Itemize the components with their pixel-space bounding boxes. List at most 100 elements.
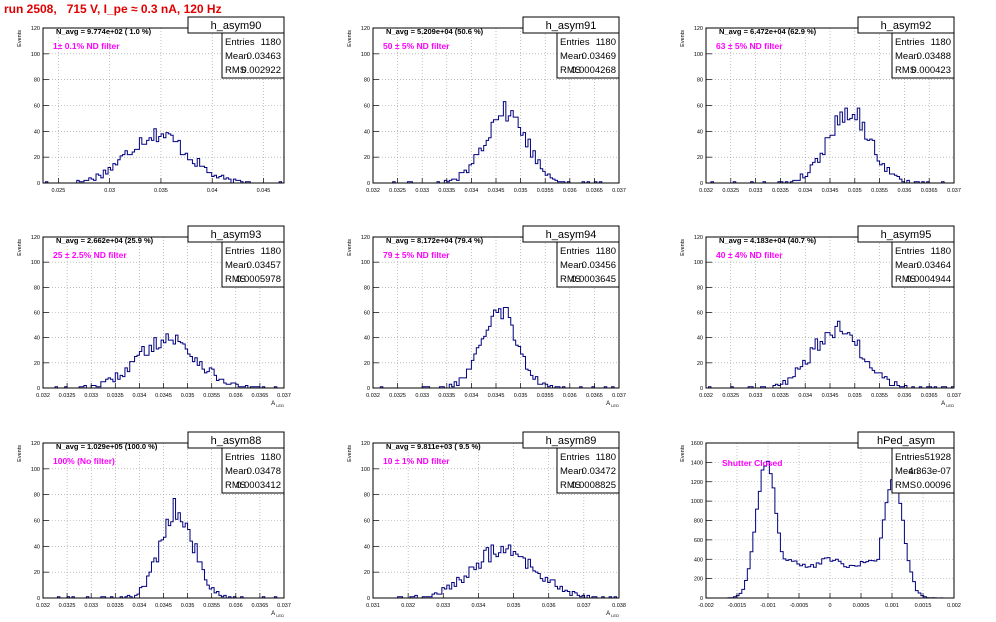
stats-value: 0.00096 — [917, 480, 951, 491]
x-tick-label: 0.036 — [563, 188, 577, 194]
y-tick-label: 20 — [697, 155, 703, 161]
y-tick-label: 40 — [364, 336, 370, 342]
x-tick-label: 0.04 — [207, 188, 218, 194]
stats-value: 1180 — [596, 37, 616, 48]
stats-box — [221, 32, 285, 79]
x-tick-label: 0.034 — [465, 188, 479, 194]
y-tick-label: 120 — [694, 26, 703, 32]
y-axis-label: Events — [17, 30, 23, 47]
y-tick-label: 100 — [361, 467, 370, 473]
x-tick-label: 0.034 — [465, 393, 479, 399]
stats-label: Entries — [560, 37, 590, 48]
x-tick-label: 0.032 — [699, 393, 713, 399]
x-tick-label: 0.0335 — [438, 393, 455, 399]
x-tick-label: 0.037 — [612, 393, 626, 399]
filter-label: 79 ± 5% ND filter — [383, 250, 450, 260]
x-tick-label: 0.002 — [947, 603, 961, 609]
x-axis-label: A LED — [271, 401, 284, 408]
x-tick-label: 0.033 — [415, 393, 429, 399]
x-tick-label: 0.0355 — [203, 393, 220, 399]
x-tick-label: 0.0325 — [389, 188, 406, 194]
x-axis-label: A LED — [606, 611, 619, 618]
histogram-pad-h_asym94: 0.032 0.0325 0.033 0.0335 0.034 0.0345 0.035 0.… — [347, 225, 626, 408]
stats-box — [891, 32, 955, 79]
y-tick-label: 20 — [364, 570, 370, 576]
x-tick-label: 0.033 — [749, 393, 763, 399]
x-axis-label: A LED — [606, 401, 619, 408]
y-tick-label: 0 — [37, 181, 40, 187]
x-tick-label: 0.037 — [277, 603, 291, 609]
x-tick-label: 0.035 — [514, 188, 528, 194]
x-tick-label: 0.03 — [104, 188, 115, 194]
y-tick-label: 120 — [694, 235, 703, 241]
stats-label: Entries — [560, 246, 590, 257]
stats-value: 0.0005978 — [236, 274, 281, 285]
x-tick-label: 0.036 — [229, 603, 243, 609]
stats-label: Entries — [225, 37, 255, 48]
histogram-series — [373, 544, 619, 599]
x-tick-label: 0.032 — [36, 603, 50, 609]
y-tick-label: 80 — [364, 78, 370, 84]
y-tick-label: 400 — [694, 557, 703, 563]
stats-label: Mean — [560, 466, 584, 477]
stats-value: 1180 — [931, 246, 951, 257]
histogram-pad-h_asym93: 0.032 0.0325 0.033 0.0335 0.034 0.0345 0.035 0.… — [17, 225, 291, 408]
histogram-title: h_asym88 — [211, 435, 262, 447]
stats-label: Entries — [895, 452, 925, 463]
x-tick-label: 0.0355 — [871, 393, 888, 399]
y-tick-label: 80 — [364, 285, 370, 291]
y-tick-label: 20 — [34, 361, 40, 367]
x-tick-label: 0.0015 — [915, 603, 932, 609]
x-tick-label: 0.035 — [181, 603, 195, 609]
y-tick-label: 60 — [364, 311, 370, 317]
x-tick-label: 0.034 — [798, 188, 812, 194]
y-tick-label: 1400 — [691, 460, 703, 466]
y-tick-label: 100 — [694, 52, 703, 58]
x-tick-label: 0.0335 — [772, 393, 789, 399]
y-tick-label: 0 — [700, 181, 703, 187]
x-tick-label: 0.0325 — [722, 393, 739, 399]
y-tick-label: 120 — [31, 235, 40, 241]
x-tick-label: 0.034 — [133, 603, 147, 609]
stats-value: 0.002922 — [241, 65, 281, 76]
x-tick-label: 0.0325 — [722, 188, 739, 194]
y-tick-label: 200 — [694, 577, 703, 583]
y-tick-label: 800 — [694, 519, 703, 525]
y-axis-label: Events — [680, 239, 686, 256]
x-tick-label: 0.034 — [133, 393, 147, 399]
y-tick-label: 40 — [34, 129, 40, 135]
x-tick-label: 0.036 — [898, 393, 912, 399]
annotation-label: Shutter Closed — [722, 458, 782, 468]
y-tick-label: 60 — [697, 104, 703, 110]
y-tick-label: 0 — [700, 386, 703, 392]
histogram-pad-h_asym92: 0.032 0.0325 0.033 0.0335 0.034 0.0345 0.035 0.… — [680, 16, 961, 194]
stats-value: 0.03472 — [582, 466, 616, 477]
y-axis-label: Events — [680, 30, 686, 47]
stats-label: RMS — [225, 274, 246, 285]
x-tick-label: 0.035 — [507, 603, 521, 609]
x-tick-label: 0.0335 — [107, 603, 124, 609]
stats-box — [556, 32, 620, 79]
x-tick-label: 0.036 — [229, 393, 243, 399]
stats-label: RMS — [895, 65, 916, 76]
stats-label: RMS — [225, 480, 246, 491]
x-tick-label: 0.033 — [415, 188, 429, 194]
stats-value: 0.03463 — [247, 51, 281, 62]
y-tick-label: 20 — [34, 155, 40, 161]
x-tick-label: 0.0345 — [155, 603, 172, 609]
histogram-title: h_asym90 — [211, 20, 262, 32]
y-tick-label: 1600 — [691, 441, 703, 447]
y-tick-label: 60 — [364, 519, 370, 525]
stats-value: 1180 — [596, 246, 616, 257]
y-tick-label: 60 — [34, 104, 40, 110]
filter-label: 100% (No filter) — [53, 456, 115, 466]
y-axis-label: Events — [347, 445, 353, 462]
y-tick-label: 600 — [694, 538, 703, 544]
y-tick-label: 0 — [367, 181, 370, 187]
grid-lines — [42, 442, 285, 599]
filter-label: 40 ± 4% ND filter — [716, 250, 783, 260]
y-tick-label: 1200 — [691, 480, 703, 486]
x-tick-label: -0.0005 — [790, 603, 809, 609]
stats-value: 1180 — [261, 452, 281, 463]
